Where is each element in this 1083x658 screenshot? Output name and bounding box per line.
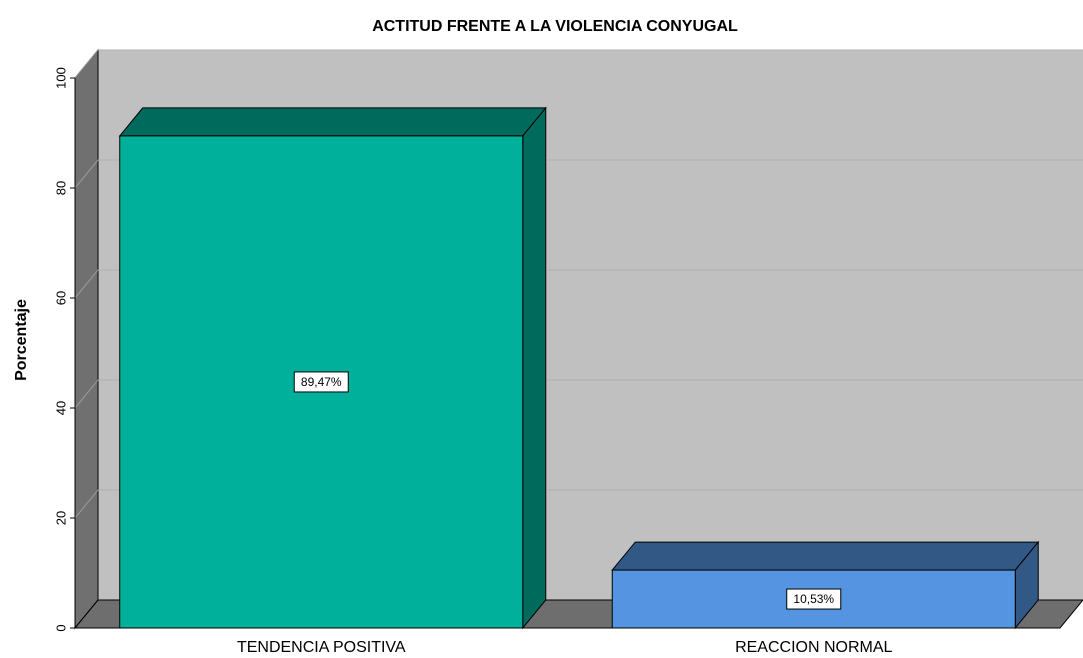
grid-line bbox=[74, 379, 99, 409]
grid-line bbox=[74, 49, 99, 79]
data-label: 89,47% bbox=[301, 375, 342, 389]
y-tick-label: 20 bbox=[53, 511, 68, 525]
y-tick-label: 80 bbox=[53, 181, 68, 195]
bar-top bbox=[118, 107, 547, 137]
grid-line bbox=[74, 159, 99, 189]
data-label-box bbox=[786, 588, 842, 610]
data-label-box bbox=[293, 371, 349, 393]
y-axis-label: Porcentaje bbox=[13, 299, 30, 381]
grid-line bbox=[74, 489, 99, 519]
grid-line bbox=[74, 269, 99, 299]
x-tick-label: TENDENCIA POSITIVA bbox=[237, 639, 406, 656]
x-tick-label: REACCION NORMAL bbox=[735, 639, 892, 656]
chart-title: ACTITUD FRENTE A LA VIOLENCIA CONYUGAL bbox=[372, 18, 738, 35]
data-label: 10,53% bbox=[793, 592, 834, 606]
y-tick-label: 100 bbox=[53, 67, 68, 89]
bar-side bbox=[522, 106, 547, 630]
y-tick-label: 0 bbox=[53, 624, 68, 631]
y-tick-label: 40 bbox=[53, 401, 68, 415]
bar-top bbox=[611, 541, 1040, 571]
y-tick-label: 60 bbox=[53, 291, 68, 305]
left-wall bbox=[74, 48, 99, 630]
